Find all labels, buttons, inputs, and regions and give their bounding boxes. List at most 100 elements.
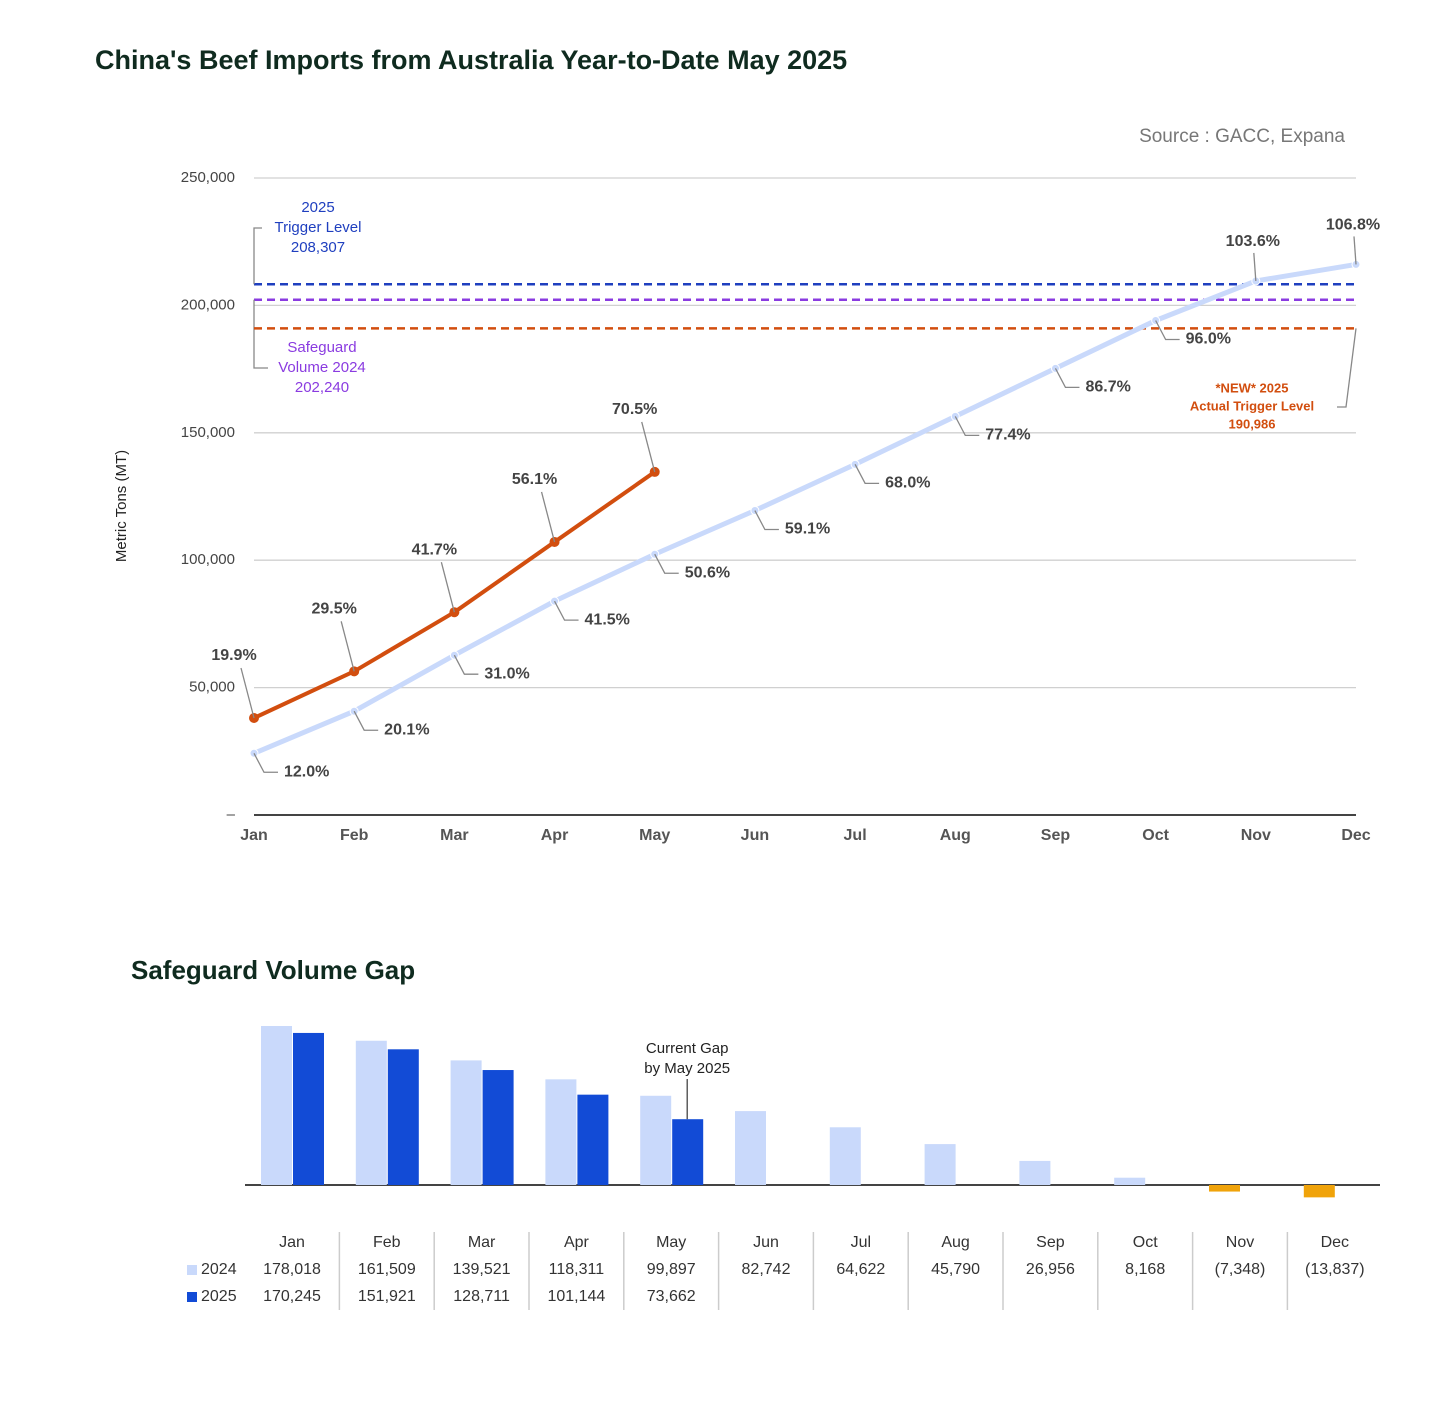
bar [545,1079,577,1185]
legend-label: 2025 [201,1288,237,1305]
data-label: 70.5% [612,401,657,418]
legend-label: 2024 [201,1261,237,1278]
x-tick-label: May [639,827,670,844]
bar [387,1049,419,1185]
category-label: Nov [1226,1234,1254,1251]
table-value: 8,168 [1125,1261,1165,1278]
leader-line [654,553,679,574]
category-label: Aug [941,1234,969,1251]
table-value: 99,897 [647,1261,696,1278]
leader-line [1155,320,1180,341]
leader-line [553,600,579,621]
data-label: 103.6% [1226,233,1280,250]
reference-label: 190,986 [1229,416,1276,431]
bar [640,1095,672,1185]
data-label: 56.1% [512,471,557,488]
category-label: Jul [851,1234,871,1251]
data-label: 41.7% [412,541,457,558]
reference-label: Safeguard [287,339,356,356]
x-tick-label: Feb [340,827,369,844]
x-tick-label: Oct [1142,827,1169,844]
annotation: Current Gap [646,1040,729,1057]
table-value: 170,245 [263,1288,321,1305]
data-label: 106.8% [1326,217,1380,234]
table-value: 139,521 [453,1261,511,1278]
annotation: by May 2025 [644,1060,730,1077]
series-line [253,261,1357,756]
bar [672,1119,704,1185]
data-label: 31.0% [484,665,529,682]
bar [1209,1185,1240,1192]
y-axis-label: Metric Tons (MT) [113,450,130,562]
table-value: 178,018 [263,1261,321,1278]
table-value: (7,348) [1215,1261,1266,1278]
bar [293,1032,324,1185]
x-tick-label: Mar [440,827,468,844]
table-value: 73,662 [647,1288,696,1305]
leader-line [240,667,255,719]
bar [261,1026,292,1185]
category-label: May [656,1234,686,1251]
x-tick-label: Sep [1041,827,1071,844]
bar [355,1040,387,1185]
leader-line [641,421,656,473]
leader-line [954,416,980,437]
y-tick-label: 50,000 [189,679,235,696]
y-tick-label: 200,000 [181,296,235,313]
data-label: 41.5% [585,611,630,628]
bar [1114,1177,1146,1185]
legend-swatch [187,1265,197,1275]
x-tick-label: Apr [541,827,569,844]
table-value: 101,144 [547,1288,605,1305]
bar [829,1127,861,1185]
reference-label: 202,240 [295,379,349,396]
leader-line [353,710,379,731]
reference-label: 208,307 [291,239,345,256]
chart-title: China's Beef Imports from Australia Year… [95,45,847,75]
leader-line [1253,252,1257,282]
leader-line [453,654,479,675]
reference-label: *NEW* 2025 [1216,380,1289,395]
bar [577,1094,609,1185]
bar [1303,1185,1335,1198]
data-label: 96.0% [1186,331,1231,348]
leader-line [340,621,355,672]
bar [482,1070,514,1185]
data-label: 20.1% [384,721,429,738]
series-line [253,470,656,720]
data-label: 50.6% [685,564,730,581]
bar [450,1060,482,1185]
reference-label: Actual Trigger Level [1190,398,1314,413]
reference-label: Volume 2024 [278,359,366,376]
data-label: 12.0% [284,764,329,781]
leader-line [754,510,779,531]
y-tick-label: – [227,806,236,823]
x-tick-label: Aug [940,827,971,844]
table-value: 161,509 [358,1261,416,1278]
leader-line [440,562,455,613]
category-label: Feb [373,1234,401,1251]
reference-label: 2025 [301,199,334,216]
leader-line [253,227,262,285]
leader-line [540,491,556,543]
y-tick-label: 150,000 [181,424,235,441]
chart-title: Safeguard Volume Gap [131,955,415,985]
x-tick-label: Jan [240,827,268,844]
x-tick-label: Dec [1341,827,1370,844]
data-label: 59.1% [785,521,830,538]
table-value: 45,790 [931,1261,980,1278]
reference-label: Trigger Level [275,219,362,236]
table-value: (13,837) [1305,1261,1365,1278]
leader-line [1337,328,1357,408]
category-label: Jun [753,1234,779,1251]
table-value: 151,921 [358,1288,416,1305]
x-tick-label: Nov [1241,827,1271,844]
table-value: 64,622 [836,1261,885,1278]
category-label: Mar [468,1234,496,1251]
category-label: Jan [279,1234,305,1251]
data-label: 77.4% [985,427,1030,444]
x-tick-label: Jul [844,827,867,844]
table-value: 118,311 [549,1261,605,1278]
y-tick-label: 250,000 [181,169,235,186]
